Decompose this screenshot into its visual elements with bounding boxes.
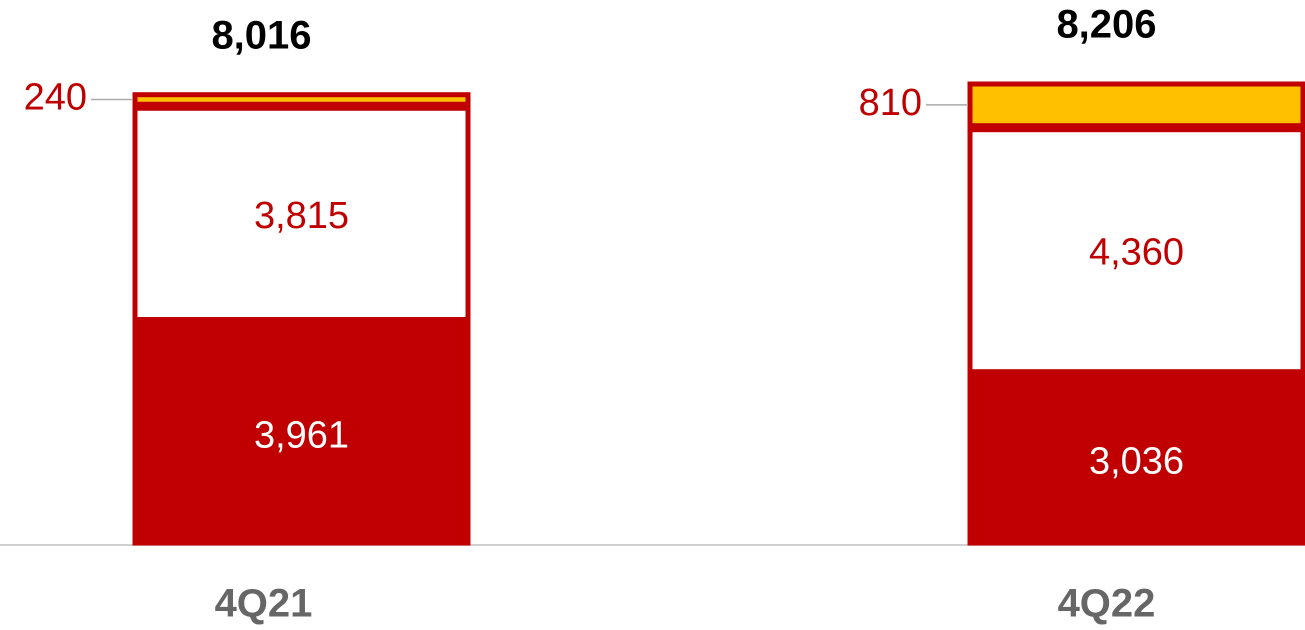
value-label: 3,036 bbox=[1089, 440, 1184, 482]
value-label: 240 bbox=[24, 77, 87, 119]
bar-segment bbox=[967, 81, 1305, 129]
value-label: 4,360 bbox=[1089, 232, 1184, 274]
bar-segment bbox=[132, 321, 471, 546]
bar-segment bbox=[132, 92, 471, 107]
bar-segment bbox=[132, 105, 471, 323]
bar-segment bbox=[967, 127, 1305, 375]
value-label: 810 bbox=[859, 82, 922, 124]
value-label: 3,961 bbox=[254, 414, 349, 456]
x-tick-label: 4Q21 bbox=[215, 582, 313, 626]
value-label: 3,815 bbox=[254, 195, 349, 237]
total-label: 8,206 bbox=[1056, 3, 1156, 47]
bar-segment bbox=[967, 373, 1305, 546]
x-tick-label: 4Q22 bbox=[1058, 582, 1156, 626]
total-label: 8,016 bbox=[211, 13, 311, 57]
